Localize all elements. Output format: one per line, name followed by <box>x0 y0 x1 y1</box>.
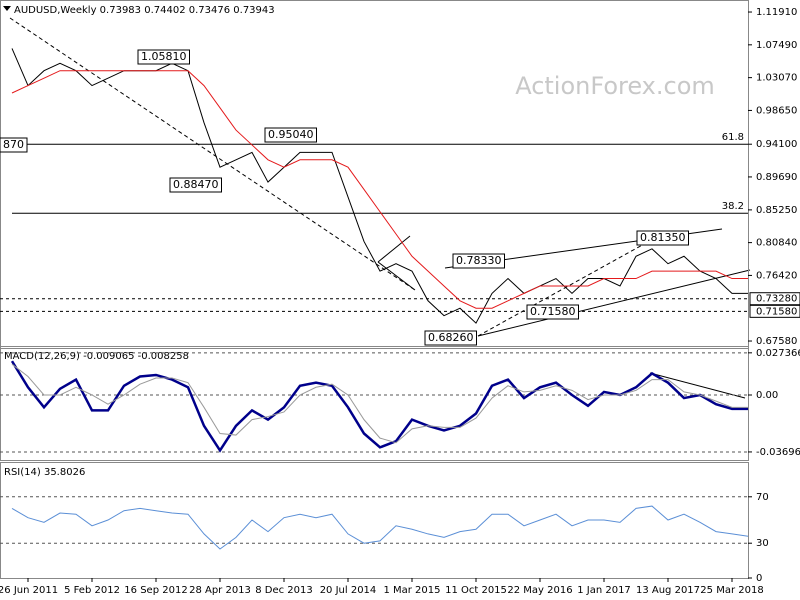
y-tick-label: 0 <box>756 573 762 584</box>
x-tick-label: 16 Sep 2012 <box>124 585 187 596</box>
panel-border <box>0 462 749 579</box>
x-tick-label: 25 Mar 2018 <box>700 585 763 596</box>
annotation-box <box>264 127 317 143</box>
price-annotation: 0.95040 <box>268 128 314 141</box>
price-annotation: 1.05810 <box>141 50 187 63</box>
x-tick-label: 20 Jul 2014 <box>320 585 377 596</box>
series-line <box>11 505 749 550</box>
price-annotation: 0.81350 <box>640 231 686 244</box>
y-tick-label: 0.98650 <box>756 105 797 116</box>
fib-label: 61.8 <box>722 132 744 143</box>
y-tick-label: -0.036968 <box>756 447 800 458</box>
trendline <box>477 269 751 337</box>
level-label: 0.71580 <box>756 306 797 317</box>
y-tick-label: 0.00 <box>756 390 778 401</box>
y-tick-label: 0.80840 <box>756 238 797 249</box>
price-annotation: 0.88470 <box>173 178 219 191</box>
y-tick-label: 0.85250 <box>756 205 797 216</box>
series-line <box>11 70 748 309</box>
y-tick-label: 0.76420 <box>756 270 797 281</box>
annotation-box <box>0 137 28 153</box>
annotation-box <box>169 177 222 193</box>
price-annotation: 870 <box>3 138 24 151</box>
y-tick-label: 70 <box>756 492 769 503</box>
price-annotation: 0.71580 <box>530 305 576 318</box>
annotation-box <box>137 49 190 65</box>
annotation-box <box>424 330 477 346</box>
price-annotation: 0.68260 <box>428 331 474 344</box>
series-line <box>10 360 748 453</box>
x-tick-label: 11 Oct 2015 <box>445 585 507 596</box>
x-tick-label: 5 Feb 2012 <box>64 585 120 596</box>
level-label: 0.73280 <box>756 294 797 305</box>
trendline <box>649 372 746 399</box>
annotation-box <box>636 230 689 246</box>
panel-title: AUDUSD,Weekly 0.73983 0.74402 0.73476 0.… <box>14 5 275 16</box>
fib-label: 38.2 <box>722 201 744 212</box>
panel-title: RSI(14) 35.8026 <box>4 467 85 478</box>
y-tick-label: 0.89690 <box>756 172 797 183</box>
title-marker <box>3 6 11 11</box>
x-tick-label: 26 Jun 2011 <box>0 585 58 596</box>
x-tick-label: 13 Aug 2017 <box>636 585 700 596</box>
y-tick-label: 1.03070 <box>756 73 797 84</box>
y-tick-label: 0.94100 <box>756 139 797 150</box>
trendline <box>477 237 656 337</box>
trendline <box>9 17 416 291</box>
panel-title: MACD(12,26,9) -0.009065 -0.008258 <box>4 351 189 362</box>
x-tick-label: 1 Jan 2017 <box>577 585 631 596</box>
panel-border <box>0 346 749 461</box>
trendline <box>377 261 416 291</box>
x-tick-label: 28 Apr 2013 <box>189 585 251 596</box>
panel-border <box>0 0 749 349</box>
price-annotation: 0.78330 <box>456 254 502 267</box>
annotation-box <box>526 304 579 320</box>
level-box <box>749 304 800 318</box>
y-tick-label: 0.027366 <box>756 348 800 359</box>
x-tick-label: 22 May 2016 <box>507 585 572 596</box>
y-tick-label: 1.07490 <box>756 40 797 51</box>
y-tick-label: 1.11910 <box>756 7 797 18</box>
level-box <box>749 292 800 306</box>
annotation-box <box>452 253 505 269</box>
series-line <box>11 363 748 444</box>
y-tick-label: 0.67580 <box>756 336 797 347</box>
trendline <box>377 235 411 263</box>
x-tick-label: 8 Dec 2013 <box>255 585 313 596</box>
x-tick-label: 1 Mar 2015 <box>383 585 440 596</box>
watermark: ActionForex.com <box>515 72 715 100</box>
y-tick-label: 30 <box>756 538 769 549</box>
